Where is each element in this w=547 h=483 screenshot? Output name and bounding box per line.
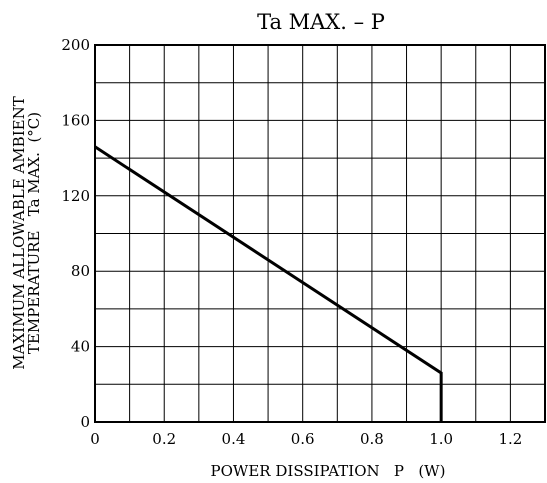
y-tick-labels: 0 40 80 120 160 200 — [61, 36, 90, 431]
x-tick-label: 0.8 — [360, 430, 384, 448]
grid — [94, 44, 546, 423]
y-axis-label-line1: MAXIMUM ALLOWABLE AMBIENT — [10, 96, 28, 369]
x-tick-label: 1.0 — [429, 430, 453, 448]
x-tick-labels: 0 0.2 0.4 0.6 0.8 1.0 1.2 — [90, 430, 522, 448]
x-tick-label: 0 — [90, 430, 100, 448]
chart-title: Ta MAX. – P — [257, 10, 385, 34]
x-tick-label: 0.4 — [222, 430, 246, 448]
x-tick-label: 0.2 — [152, 430, 176, 448]
y-tick-label: 200 — [61, 36, 90, 54]
y-tick-label: 0 — [80, 413, 90, 431]
y-axis-label-line2: TEMPERATURE Ta MAX. (°C) — [25, 112, 43, 354]
y-tick-label: 160 — [61, 111, 90, 129]
y-tick-label: 120 — [61, 187, 90, 205]
x-tick-label: 1.2 — [498, 430, 522, 448]
y-tick-label: 40 — [71, 338, 90, 356]
y-tick-label: 80 — [71, 262, 90, 280]
x-tick-label: 0.6 — [291, 430, 315, 448]
x-axis-label: POWER DISSIPATION P (W) — [211, 462, 446, 480]
plot-frame — [94, 44, 546, 423]
series-line — [94, 145, 443, 422]
series-group — [94, 145, 443, 422]
y-axis-label: MAXIMUM ALLOWABLE AMBIENT TEMPERATURE Ta… — [10, 96, 43, 369]
